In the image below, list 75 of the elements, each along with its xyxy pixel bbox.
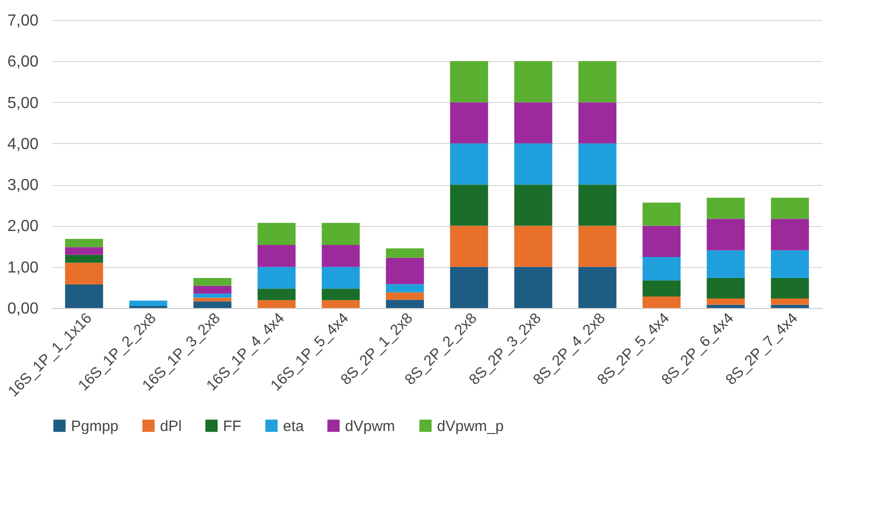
y-tick-label: 4,00	[7, 136, 39, 153]
bar	[514, 61, 552, 102]
bar	[514, 143, 552, 185]
legend-label: dVpwm_p	[437, 418, 504, 435]
y-tick-label: 5,00	[7, 94, 39, 112]
y-tick-label: 6,00	[7, 54, 39, 71]
legend-label: dPl	[160, 418, 182, 435]
bar	[258, 300, 296, 308]
bar	[193, 286, 232, 294]
bar	[193, 294, 232, 298]
bar	[258, 288, 296, 300]
bar	[578, 184, 616, 226]
bar	[770, 278, 809, 299]
bar	[450, 61, 488, 102]
bar	[258, 266, 296, 289]
bar	[514, 226, 552, 267]
bar	[578, 226, 616, 267]
bar	[386, 258, 424, 284]
bar	[65, 247, 104, 255]
bar	[770, 298, 809, 305]
bar	[322, 288, 360, 300]
bar	[770, 198, 809, 219]
bar	[450, 184, 488, 226]
bar	[770, 218, 809, 250]
bar	[514, 266, 552, 308]
bar	[450, 143, 488, 185]
bar	[193, 298, 232, 302]
bar	[322, 222, 360, 246]
y-tick-label: 7,00	[7, 12, 39, 30]
legend-label: FF	[223, 418, 242, 435]
bar	[450, 266, 488, 308]
bar	[578, 61, 616, 102]
bar	[642, 296, 681, 308]
bar	[65, 262, 104, 285]
y-tick-label: 0,00	[7, 300, 39, 318]
bar	[706, 298, 745, 305]
bar	[706, 250, 745, 278]
bar	[386, 248, 424, 258]
bar	[770, 304, 809, 308]
bar	[129, 300, 168, 306]
bar	[706, 198, 745, 219]
bar	[578, 143, 616, 185]
bar	[514, 184, 552, 226]
legend-label: eta	[283, 418, 305, 435]
bar	[578, 102, 616, 144]
y-tick-label: 2,00	[7, 218, 39, 236]
bar	[386, 292, 424, 300]
bar	[642, 256, 681, 280]
legend-label: Pgmpp	[71, 418, 119, 435]
bar	[642, 202, 681, 226]
y-tick-label: 3,00	[7, 177, 39, 194]
bar	[642, 280, 681, 296]
bar	[322, 266, 360, 289]
bar	[65, 238, 104, 248]
bar	[706, 218, 745, 250]
bar	[322, 300, 360, 308]
bar	[258, 245, 296, 267]
legend-label: dVpwm	[345, 418, 396, 435]
bar	[258, 222, 296, 246]
bar	[578, 266, 616, 308]
bar	[65, 254, 104, 263]
bar	[193, 278, 232, 286]
bar	[706, 278, 745, 299]
bar	[450, 102, 488, 144]
bar	[65, 284, 104, 308]
bar	[642, 226, 681, 257]
bar	[514, 102, 552, 144]
bar	[193, 301, 232, 308]
bar	[706, 304, 745, 308]
bar	[386, 284, 424, 292]
y-tick-label: 1,00	[7, 259, 39, 276]
bar	[770, 250, 809, 278]
bar	[386, 300, 424, 308]
bar	[322, 245, 360, 267]
bar	[450, 226, 488, 267]
